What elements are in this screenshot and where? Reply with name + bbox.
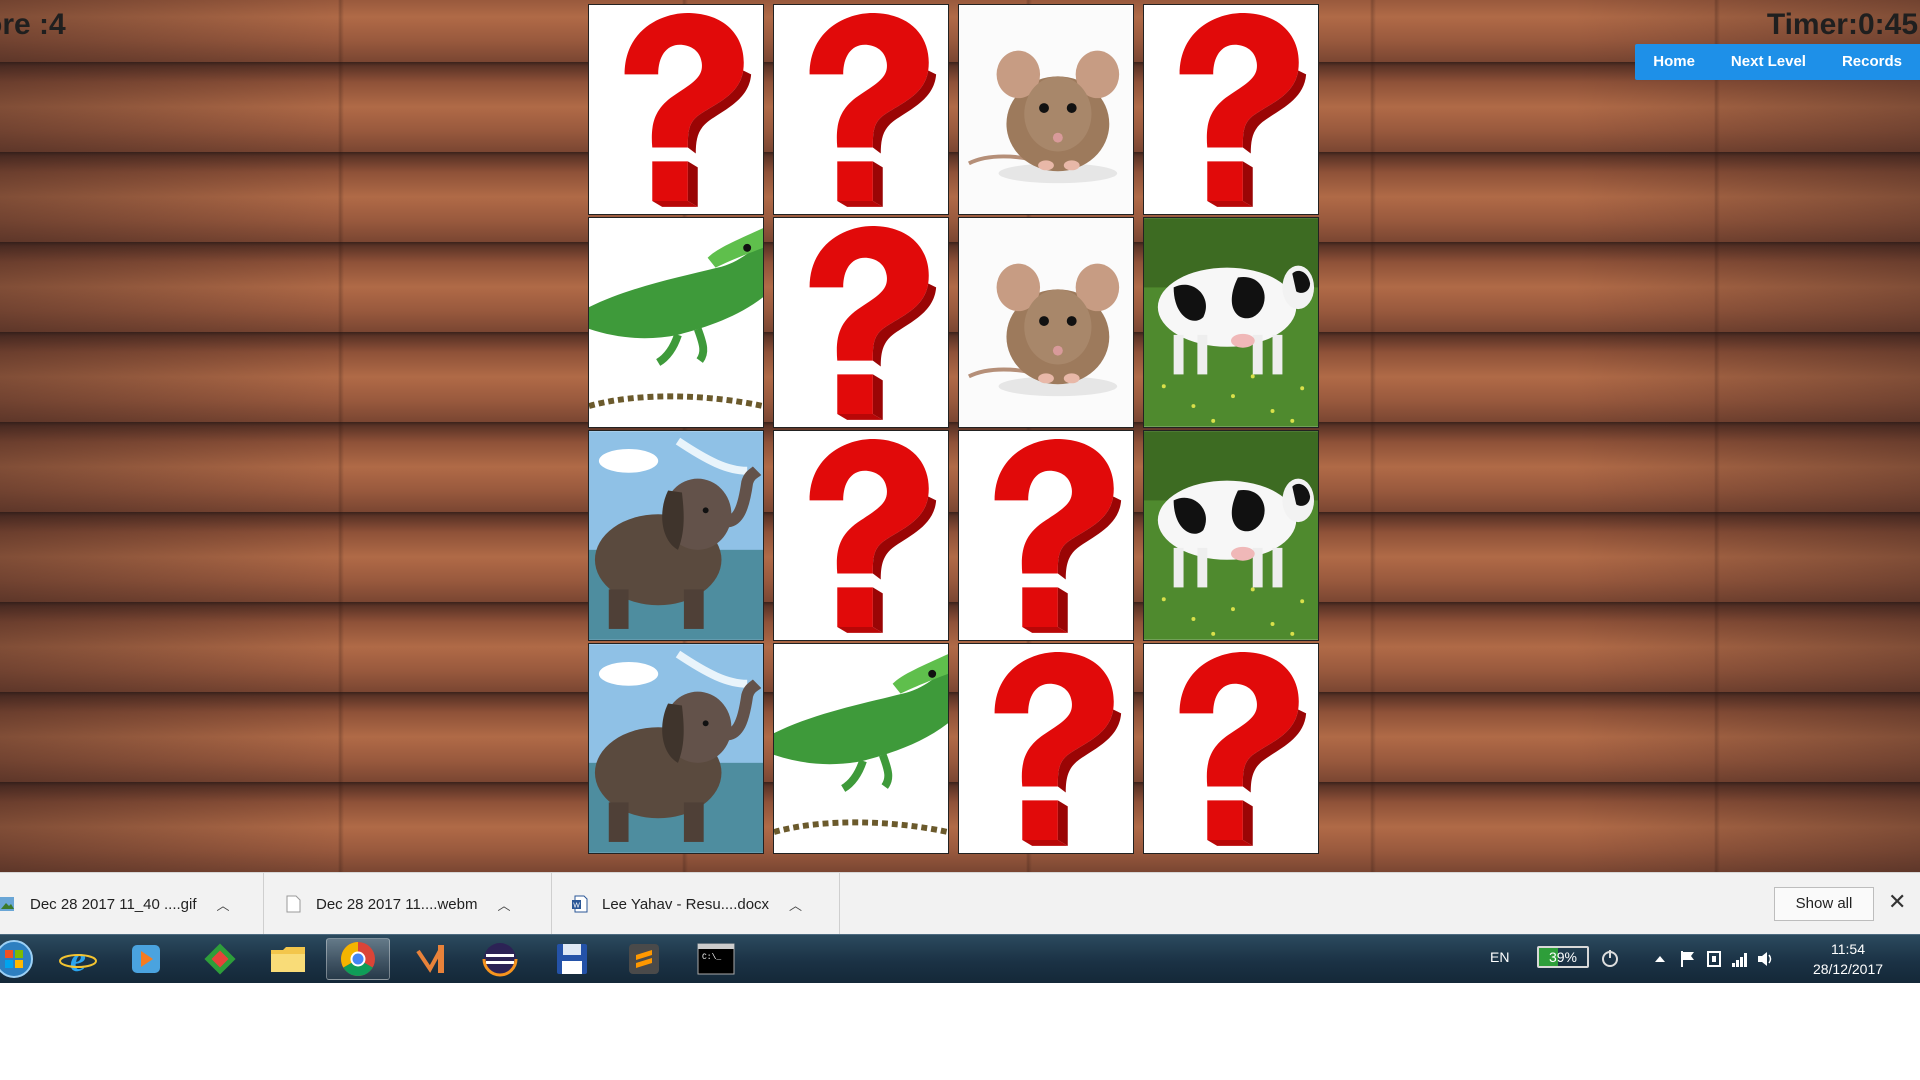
game-area: ore :4 Timer:0:45 Home Next Level Record… [0,0,1920,872]
card-hidden[interactable] [588,4,764,215]
chevron-up-icon[interactable]: ︿ [497,897,511,913]
card-elephant[interactable] [588,643,764,854]
mouse-icon [959,218,1133,427]
nav-bar: Home Next Level Records [1635,44,1920,80]
card-hidden[interactable] [1143,4,1319,215]
mouse-icon [959,5,1133,214]
question-mark-icon [774,5,948,214]
card-lizard[interactable] [588,217,764,428]
file-explorer-icon[interactable] [256,938,320,980]
download-filename: Lee Yahav - Resu....docx [602,895,770,913]
question-mark-icon [959,431,1133,640]
download-filename: Dec 28 2017 11_40 ....gif [30,895,197,913]
card-hidden[interactable] [773,430,949,641]
card-cow[interactable] [1143,430,1319,641]
card-hidden[interactable] [958,430,1134,641]
save-app-icon[interactable] [540,938,604,980]
card-hidden[interactable] [773,4,949,215]
card-lizard[interactable] [773,643,949,854]
chevron-up-icon[interactable]: ︿ [216,897,230,913]
blank-file-icon [286,895,301,913]
clock[interactable]: 11:54 28/12/2017 [1800,939,1896,979]
git-icon[interactable] [188,938,252,980]
word-file-icon: W [572,895,588,913]
download-item-webm[interactable]: Dec 28 2017 11....webm ︿ [264,873,552,935]
image-file-icon [0,897,14,911]
chevron-up-icon[interactable]: ︿ [789,897,803,913]
battery-icon[interactable]: 39% [1537,946,1589,968]
battery-level-bar [1539,948,1558,966]
card-elephant[interactable] [588,430,764,641]
lizard-icon [774,644,948,853]
question-mark-icon [774,218,948,427]
elephant-icon [589,431,763,640]
cow-icon [1144,218,1318,427]
show-hidden-icons-icon[interactable] [1650,949,1670,969]
question-mark-icon [1144,644,1318,853]
show-all-button[interactable]: Show all [1774,887,1874,921]
next-level-button[interactable]: Next Level [1730,53,1806,70]
eclipse-icon[interactable] [468,938,532,980]
download-item-gif[interactable]: Dec 28 2017 11_40 ....gif ︿ [0,873,264,935]
cow-icon [1144,431,1318,640]
volume-icon[interactable] [1756,949,1776,969]
svg-text:C:\_: C:\_ [702,953,721,962]
action-center-flag-icon[interactable] [1678,949,1698,969]
card-mouse[interactable] [958,4,1134,215]
download-item-docx[interactable]: W Lee Yahav - Resu....docx ︿ [552,873,840,935]
question-mark-icon [774,431,948,640]
network-signal-icon[interactable] [1730,949,1750,969]
card-board [588,4,1321,862]
svg-text:e: e [70,939,86,979]
card-cow[interactable] [1143,217,1319,428]
taskbar: e C:\_ EN 39% 11:54 [0,934,1920,983]
download-filename: Dec 28 2017 11....webm [316,895,478,913]
download-bar: Dec 28 2017 11_40 ....gif ︿ Dec 28 2017 … [0,872,1920,935]
home-button[interactable]: Home [1653,53,1695,70]
visual-studio-icon[interactable] [398,938,462,980]
card-hidden[interactable] [1143,643,1319,854]
elephant-icon [589,644,763,853]
internet-explorer-icon[interactable]: e [46,938,110,980]
chrome-icon[interactable] [326,938,390,980]
score-label: ore :4 [0,8,66,41]
sublime-text-icon[interactable] [612,938,676,980]
close-icon[interactable]: ✕ [1888,889,1907,914]
card-hidden[interactable] [773,217,949,428]
device-icon[interactable] [1704,949,1724,969]
svg-text:W: W [573,903,580,910]
media-player-icon[interactable] [114,938,178,980]
windows-logo-icon [0,940,33,978]
records-button[interactable]: Records [1841,53,1902,70]
start-button[interactable] [0,938,46,980]
command-prompt-icon[interactable]: C:\_ [684,938,748,980]
question-mark-icon [589,5,763,214]
card-mouse[interactable] [958,217,1134,428]
card-hidden[interactable] [958,643,1134,854]
question-mark-icon [959,644,1133,853]
lizard-icon [589,218,763,427]
clock-time: 11:54 [1831,941,1865,957]
question-mark-icon [1144,5,1318,214]
power-icon[interactable] [1600,949,1620,969]
clock-date: 28/12/2017 [1812,961,1884,977]
timer-label: Timer:0:45 [1766,8,1918,41]
battery-percent: 39% [1548,949,1578,965]
language-indicator[interactable]: EN [1490,949,1510,965]
